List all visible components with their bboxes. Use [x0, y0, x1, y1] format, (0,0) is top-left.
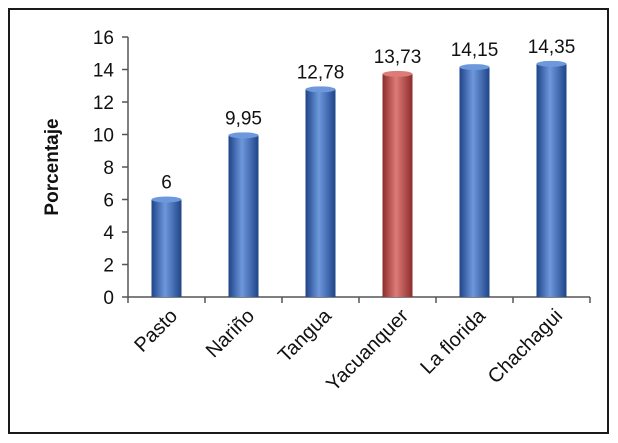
bar-value-label: 12,78: [297, 62, 345, 83]
y-tick-label: 14: [93, 61, 115, 82]
y-tick-label: 2: [103, 256, 114, 277]
bar-la-florida: [459, 67, 490, 297]
x-category-label: Yacuanquer: [322, 305, 413, 396]
bar-top-rim: [459, 64, 490, 71]
bar-top-rim: [151, 196, 182, 203]
y-tick-label: 12: [93, 93, 114, 114]
x-category-label: La florida: [416, 304, 490, 378]
y-tick-label: 16: [93, 28, 114, 49]
y-tick-label: 6: [103, 191, 114, 212]
bar-value-label: 14,35: [528, 37, 576, 58]
bar-tangua: [305, 89, 336, 297]
bar-pasto: [151, 199, 182, 297]
y-tick-label: 0: [103, 288, 114, 309]
bar-yacuanquer: [382, 73, 413, 297]
bar-chachagui: [536, 63, 567, 297]
bar-value-label: 13,73: [374, 47, 422, 68]
x-category-label: Chachagui: [484, 305, 567, 388]
bar-value-label: 9,95: [225, 108, 262, 129]
bar-top-rim: [536, 60, 567, 67]
x-category-label: Nariño: [202, 305, 259, 362]
x-category-label: Pasto: [130, 305, 182, 357]
y-tick-label: 10: [93, 126, 114, 147]
bar-top-rim: [305, 86, 336, 93]
bar-value-label: 14,15: [451, 40, 499, 61]
bar-top-rim: [228, 132, 259, 139]
bar-value-label: 6: [161, 173, 172, 194]
bar-top-rim: [382, 70, 413, 77]
x-category-label: Tangua: [274, 304, 337, 367]
y-axis-title: Porcentaje: [42, 118, 63, 215]
y-tick-label: 4: [103, 223, 114, 244]
bar-nari-o: [228, 135, 259, 297]
y-tick-label: 8: [103, 158, 114, 179]
